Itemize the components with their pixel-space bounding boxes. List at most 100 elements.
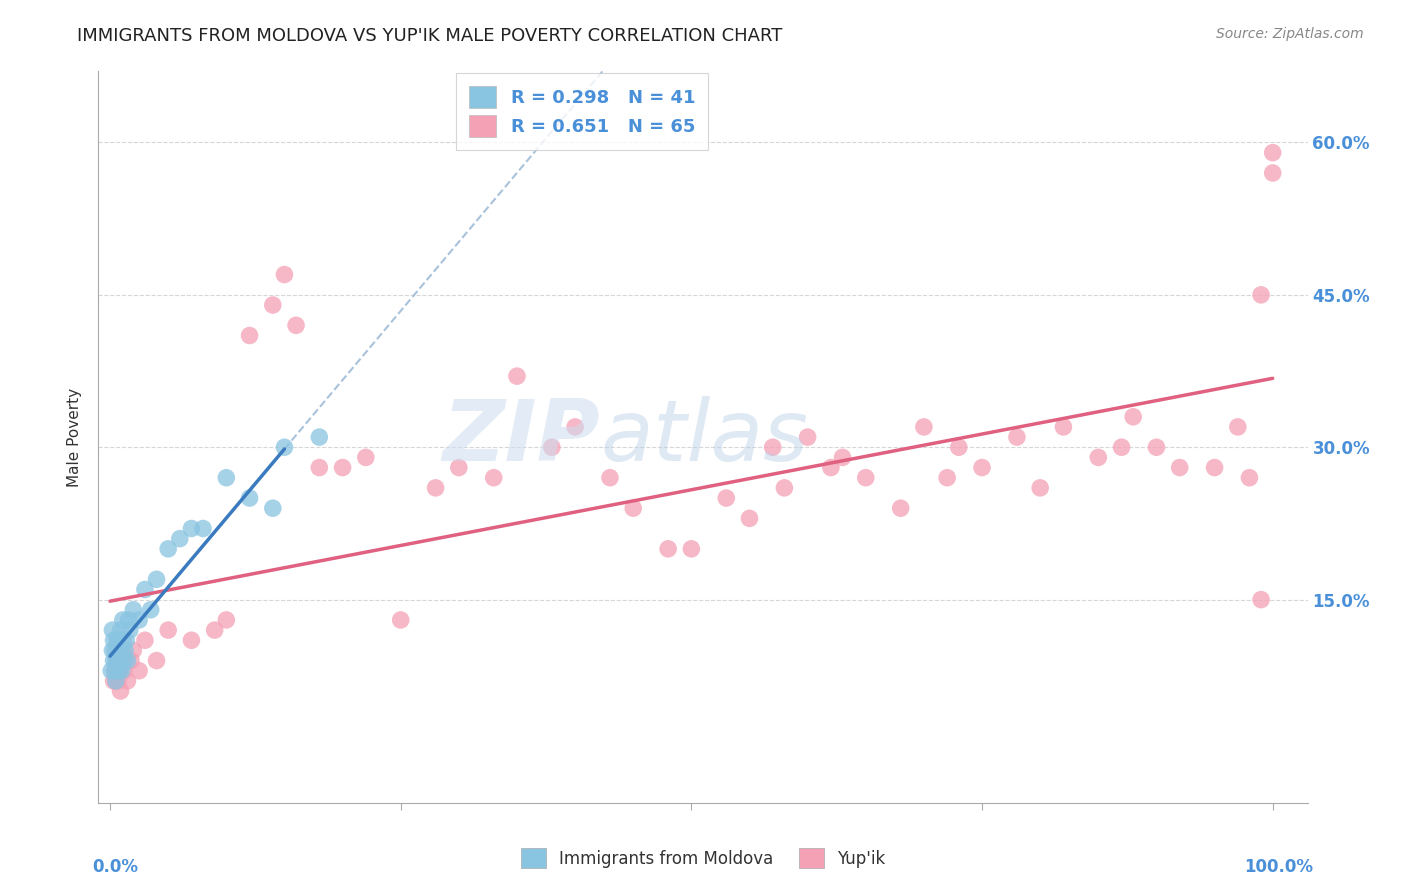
Point bbox=[103, 673, 125, 688]
Point bbox=[970, 460, 993, 475]
Point bbox=[112, 664, 135, 678]
Point bbox=[621, 501, 644, 516]
Point bbox=[114, 643, 136, 657]
Point bbox=[447, 460, 470, 475]
Point bbox=[215, 471, 238, 485]
Text: Source: ZipAtlas.com: Source: ZipAtlas.com bbox=[1216, 27, 1364, 41]
Point bbox=[107, 654, 129, 668]
Point bbox=[389, 613, 412, 627]
Point bbox=[773, 481, 796, 495]
Point bbox=[1005, 430, 1028, 444]
Point bbox=[111, 613, 134, 627]
Point bbox=[145, 572, 167, 586]
Point bbox=[104, 664, 127, 678]
Point bbox=[890, 501, 912, 516]
Point bbox=[681, 541, 703, 556]
Point bbox=[215, 613, 238, 627]
Point bbox=[180, 633, 202, 648]
Point bbox=[122, 603, 145, 617]
Point bbox=[100, 664, 122, 678]
Point bbox=[118, 613, 141, 627]
Point bbox=[1239, 471, 1261, 485]
Point bbox=[157, 541, 180, 556]
Point bbox=[506, 369, 529, 384]
Point bbox=[564, 420, 586, 434]
Point bbox=[117, 673, 139, 688]
Point bbox=[831, 450, 853, 465]
Point bbox=[105, 643, 128, 657]
Point bbox=[239, 328, 262, 343]
Point bbox=[103, 633, 125, 648]
Point bbox=[111, 643, 134, 657]
Point bbox=[1226, 420, 1249, 434]
Point bbox=[1087, 450, 1109, 465]
Point bbox=[139, 603, 162, 617]
Point bbox=[239, 491, 262, 505]
Point bbox=[104, 673, 127, 688]
Point bbox=[285, 318, 308, 333]
Point bbox=[1261, 166, 1284, 180]
Legend: Immigrants from Moldova, Yup'ik: Immigrants from Moldova, Yup'ik bbox=[515, 841, 891, 875]
Point bbox=[308, 460, 330, 475]
Point bbox=[936, 471, 959, 485]
Point bbox=[110, 654, 132, 668]
Point bbox=[108, 643, 131, 657]
Point bbox=[101, 623, 124, 637]
Point bbox=[111, 633, 134, 648]
Point bbox=[180, 521, 202, 535]
Point bbox=[762, 440, 785, 454]
Point bbox=[191, 521, 214, 535]
Point bbox=[948, 440, 970, 454]
Point bbox=[482, 471, 505, 485]
Point bbox=[105, 633, 128, 648]
Point bbox=[1144, 440, 1167, 454]
Point bbox=[1261, 145, 1284, 160]
Point bbox=[204, 623, 226, 637]
Text: 100.0%: 100.0% bbox=[1244, 858, 1313, 876]
Point bbox=[110, 623, 132, 637]
Text: IMMIGRANTS FROM MOLDOVA VS YUP'IK MALE POVERTY CORRELATION CHART: IMMIGRANTS FROM MOLDOVA VS YUP'IK MALE P… bbox=[77, 27, 783, 45]
Point bbox=[716, 491, 738, 505]
Point bbox=[104, 654, 127, 668]
Point bbox=[912, 420, 935, 434]
Text: 0.0%: 0.0% bbox=[93, 858, 138, 876]
Point bbox=[1204, 460, 1226, 475]
Point bbox=[1250, 592, 1272, 607]
Point bbox=[1168, 460, 1191, 475]
Point bbox=[1052, 420, 1074, 434]
Point bbox=[308, 430, 330, 444]
Point bbox=[1111, 440, 1133, 454]
Point bbox=[105, 654, 128, 668]
Point bbox=[332, 460, 354, 475]
Point bbox=[599, 471, 621, 485]
Point bbox=[115, 633, 138, 648]
Point bbox=[425, 481, 447, 495]
Point bbox=[111, 664, 134, 678]
Point bbox=[111, 654, 134, 668]
Point bbox=[118, 623, 141, 637]
Point bbox=[107, 673, 129, 688]
Point bbox=[112, 654, 135, 668]
Point bbox=[122, 643, 145, 657]
Point bbox=[120, 654, 142, 668]
Point bbox=[117, 654, 139, 668]
Point bbox=[145, 654, 167, 668]
Point bbox=[128, 613, 150, 627]
Point bbox=[104, 673, 127, 688]
Point bbox=[104, 664, 127, 678]
Point bbox=[820, 460, 842, 475]
Text: atlas: atlas bbox=[600, 395, 808, 479]
Point bbox=[157, 623, 180, 637]
Point bbox=[134, 633, 156, 648]
Point bbox=[107, 633, 129, 648]
Point bbox=[273, 268, 295, 282]
Y-axis label: Male Poverty: Male Poverty bbox=[67, 387, 83, 487]
Point bbox=[104, 643, 127, 657]
Point bbox=[108, 664, 131, 678]
Point bbox=[169, 532, 191, 546]
Point bbox=[134, 582, 156, 597]
Point bbox=[273, 440, 295, 454]
Point bbox=[110, 684, 132, 698]
Point bbox=[540, 440, 562, 454]
Point bbox=[657, 541, 679, 556]
